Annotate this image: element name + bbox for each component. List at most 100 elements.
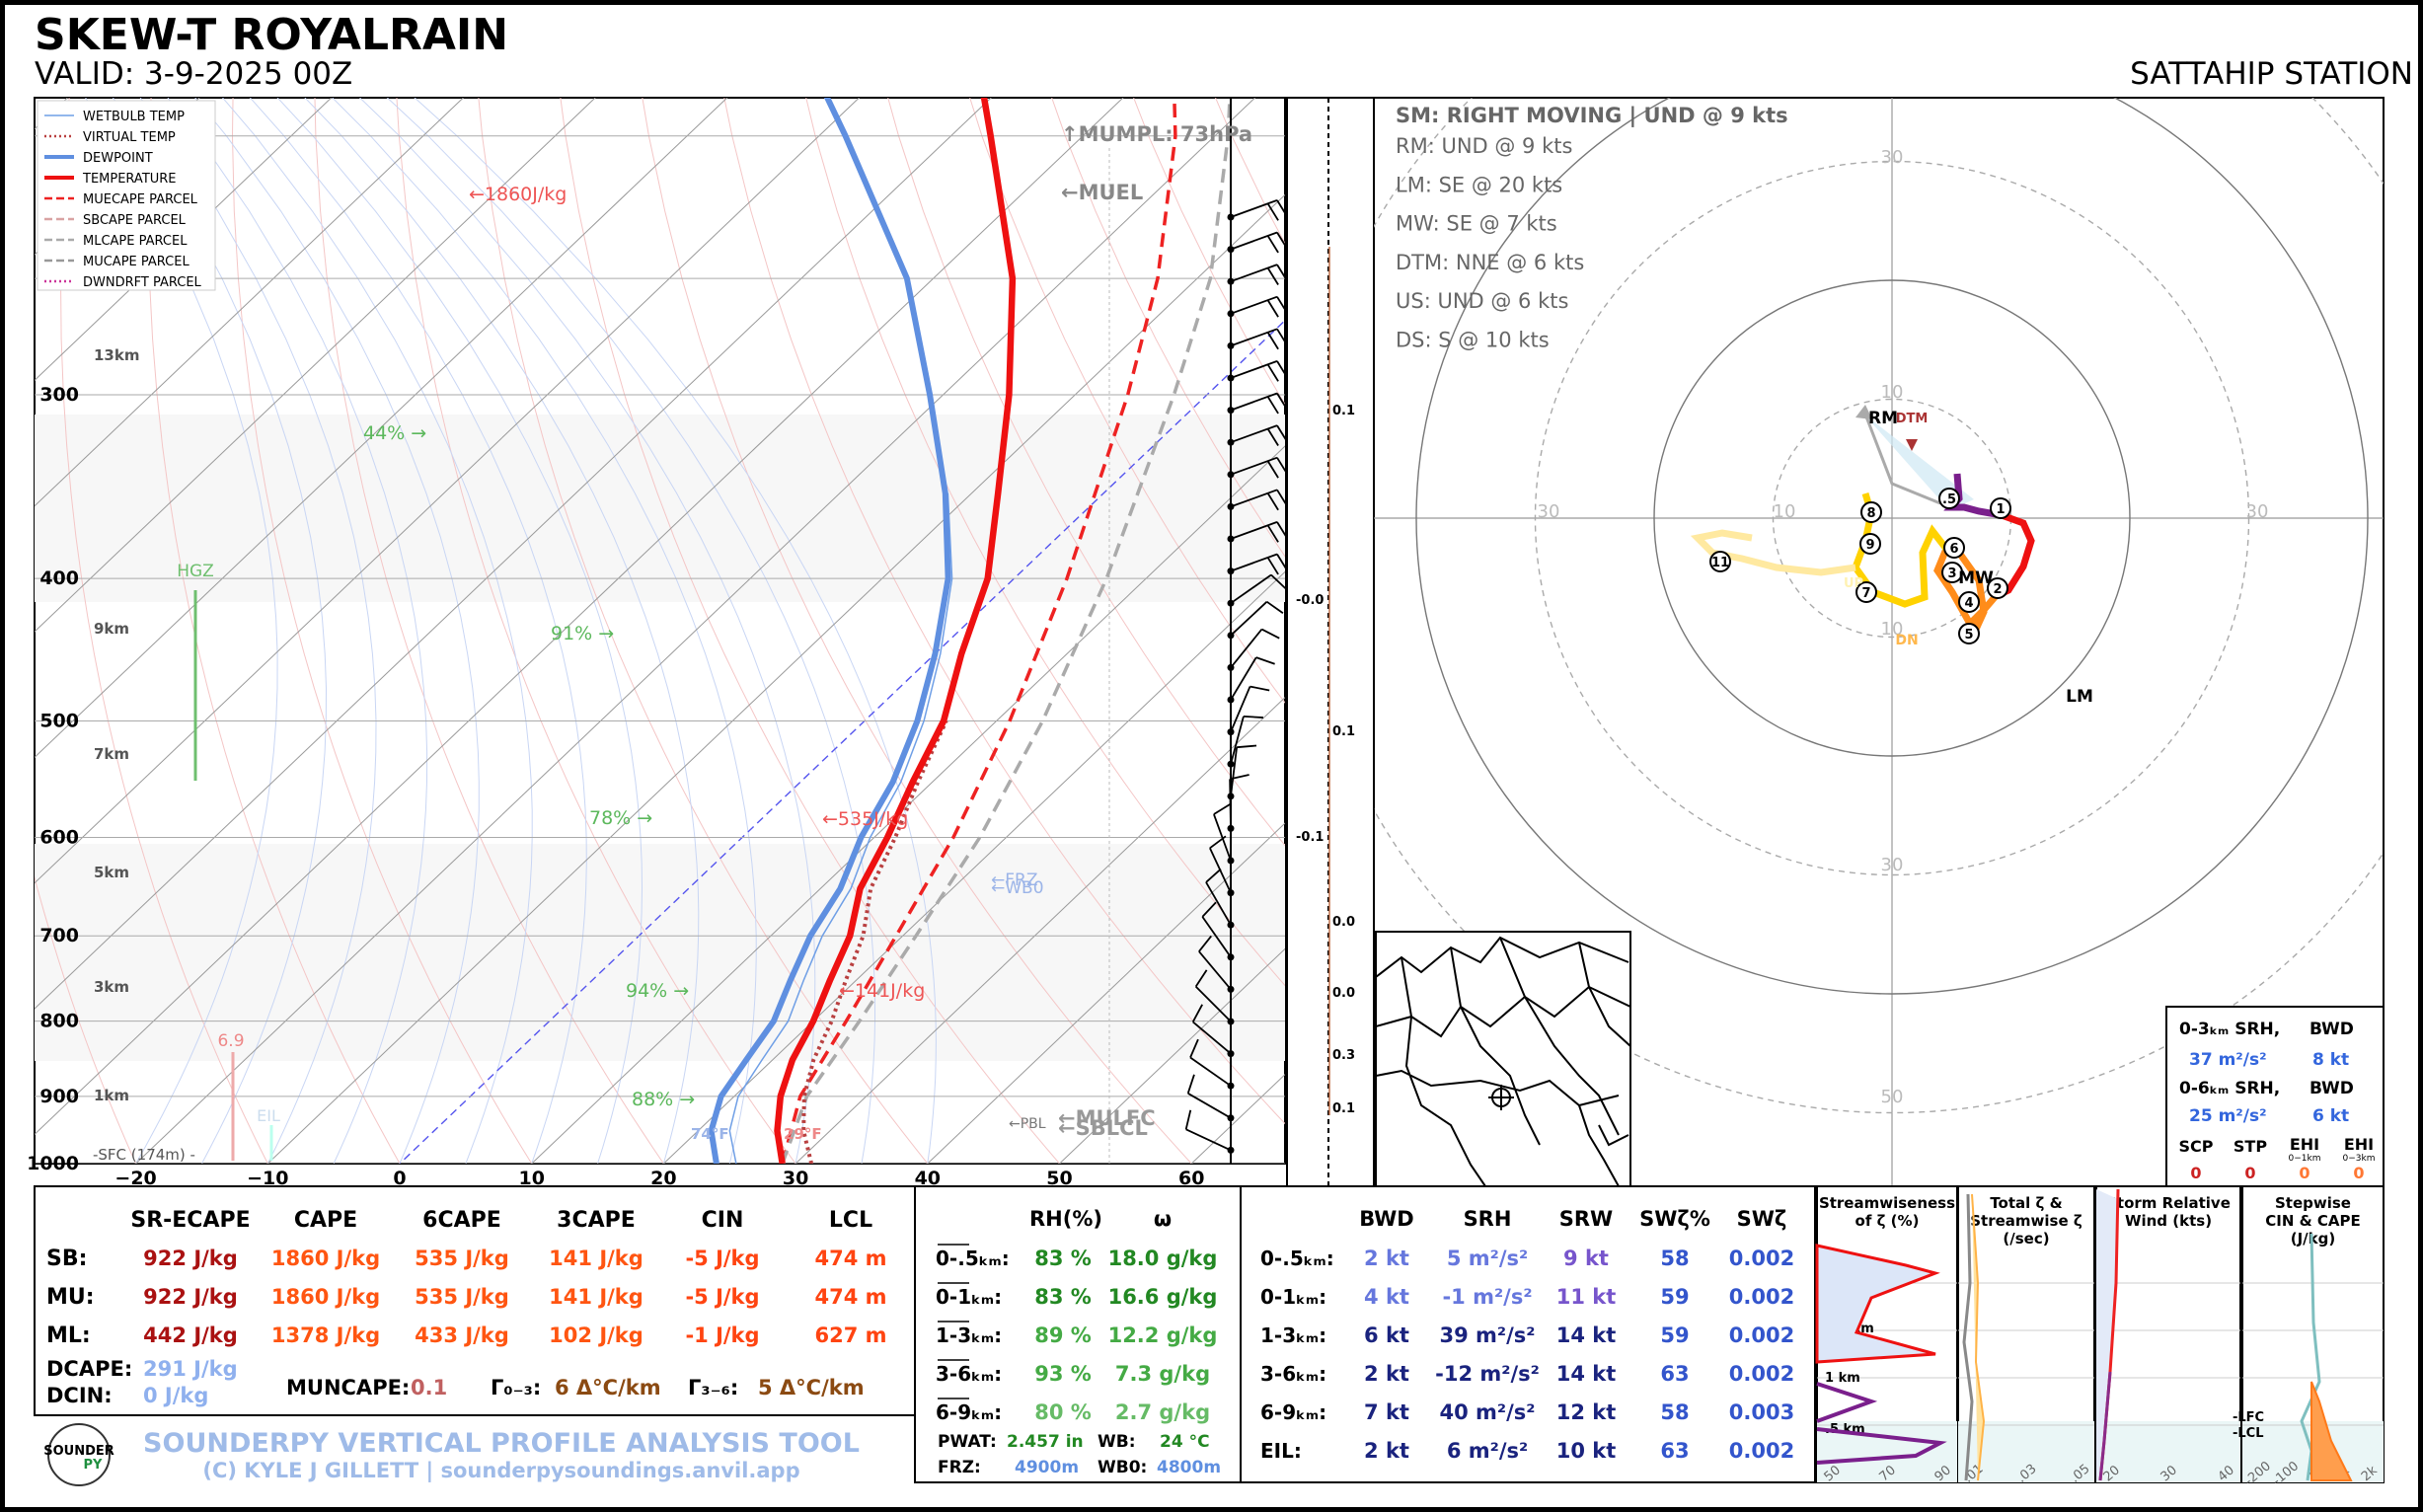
kin-cell-5-1: 6 m²/s² [1447, 1439, 1528, 1463]
hodo-ring-40 [1415, 98, 2369, 995]
kin-cell-4-2: 12 kt [1556, 1400, 1617, 1424]
cape-cell-2-2: 433 J/kg [415, 1323, 509, 1347]
storm-motion-0: RM: UND @ 9 kts [1396, 134, 1572, 158]
cape-cell-0-2: 535 J/kg [415, 1247, 509, 1270]
logo-text: SOUNDER [43, 1444, 114, 1459]
barb-shaft [1192, 1021, 1232, 1055]
cape-cell-1-3: 141 J/kg [549, 1285, 644, 1309]
rh-label-3: 78% → [589, 807, 652, 829]
barb-flag [1276, 393, 1289, 411]
sfc-label: -SFC (174m) - [93, 1146, 195, 1164]
barb-shaft [1230, 392, 1278, 412]
pwat-value: 2.457 in [1007, 1432, 1084, 1452]
legend-label-1: VIRTUAL TEMP [83, 130, 176, 145]
hodo-point-label-1: 1 [1996, 502, 2005, 517]
mini-title1: Streamwiseness [1819, 1194, 1955, 1212]
streamwise-vorticity-line [1971, 1193, 1986, 1481]
kin-cell-2-3: 59 [1660, 1323, 1689, 1347]
barb-flag [1266, 428, 1279, 447]
kin-cell-0-2: 9 kt [1563, 1247, 1609, 1270]
kin-cell-3-4: 0.002 [1729, 1362, 1794, 1386]
barb-flag [1276, 199, 1289, 218]
barb-shaft [1230, 264, 1278, 283]
dry-adiabat [396, 98, 796, 1164]
kin-cell-0-1: 5 m²/s² [1447, 1247, 1528, 1270]
pressure-tick-700: 700 [39, 925, 79, 946]
hodo-ring-label-6: 30 [1881, 855, 1904, 875]
kin-cell-3-2: 14 kt [1556, 1362, 1617, 1386]
height-label-1: 9km [94, 620, 129, 638]
hodo-point-label-8: 8 [1866, 506, 1875, 521]
height-label-5: 1km [94, 1087, 129, 1104]
logo-py: PY [84, 1458, 104, 1473]
kin-cell-0-4: 0.002 [1729, 1247, 1794, 1270]
ehi1-label: EHI [2290, 1135, 2319, 1154]
kin-header-1: SRH [1464, 1207, 1512, 1231]
hodo-segment-yellow [1852, 491, 1949, 608]
kin-cell-5-3: 63 [1660, 1439, 1689, 1463]
cape-header-1: CAPE [294, 1208, 357, 1233]
storm-motion-title: SM: RIGHT MOVING | UND @ 9 kts [1396, 104, 1788, 128]
isotherm [662, 570, 1285, 1164]
lapse-03-value: 6 Δ°C/km [555, 1376, 661, 1399]
isotherm [35, 98, 728, 759]
dry-adiabat [35, 875, 137, 1164]
barb-shaft [1230, 601, 1268, 637]
hodo-point-label-6: 6 [1949, 542, 1958, 557]
hodo-ring-50 [1374, 98, 2384, 1114]
hgz-label: HGZ [177, 562, 214, 581]
hodo-lm-label: LM [2066, 687, 2093, 707]
kin-header-3: SWζ% [1639, 1207, 1710, 1231]
wb-label: WB: [1098, 1432, 1136, 1452]
streamwise-line-purple [1816, 1382, 1947, 1465]
isotherm [530, 445, 1285, 1164]
cape-cell-1-4: -5 J/kg [685, 1285, 759, 1309]
skewt-panel: 2003004005006007008009001000 −20−1001020… [27, 97, 1289, 1189]
cape-cell-0-4: -5 J/kg [685, 1247, 759, 1270]
barb-flag [1266, 235, 1279, 254]
barb-flag [1276, 457, 1289, 476]
station-name: SATTAHIP STATION [2130, 56, 2413, 92]
pressure-tick-1000: 1000 [27, 1153, 79, 1174]
barb-flag [1276, 232, 1289, 250]
rh-value-2: 89 % [1034, 1323, 1092, 1347]
cape-cell-0-5: 474 m [814, 1247, 886, 1270]
dcape-value: 291 J/kg [143, 1357, 238, 1381]
mini-panel-shade [2096, 1421, 2240, 1482]
mini-lcl-label: -LCL [2233, 1426, 2264, 1441]
hodo-dtm-label: DTM [1896, 412, 1929, 426]
cape-header-4: CIN [702, 1208, 744, 1233]
dcape-marker: 6.9 [217, 1031, 244, 1051]
srh-06-value: 25 m²/s² [2189, 1106, 2267, 1126]
temp-tick-8: 60 [1178, 1168, 1204, 1189]
kin-cell-2-0: 6 kt [1364, 1323, 1409, 1347]
barb-shaft [1189, 1056, 1232, 1087]
barb-flag [1198, 935, 1212, 952]
barb-shaft [1230, 553, 1278, 572]
legend-label-7: MUCAPE PARCEL [83, 255, 189, 269]
rh-value-3: 93 % [1034, 1362, 1092, 1386]
w-value-3: 7.3 g/kg [1115, 1362, 1210, 1386]
rh-label-4: 94% → [626, 980, 689, 1002]
hodo-ring-label-2: 10 [1774, 501, 1796, 522]
rh-label-5: 88% → [632, 1089, 695, 1110]
isotherm [35, 98, 861, 884]
hodo-point-label-2: 2 [1993, 582, 2002, 597]
kin-header-2: SRW [1559, 1207, 1613, 1231]
isotherm-zero [398, 319, 1285, 1164]
isotherm [35, 98, 992, 1010]
hodo-point-label-7: 7 [1861, 586, 1870, 601]
cape-cell-2-4: -1 J/kg [685, 1323, 759, 1347]
cape-cell-0-1: 1860 J/kg [271, 1247, 380, 1270]
map-border-5 [1499, 937, 1620, 1136]
cape-cell-2-1: 1378 J/kg [271, 1323, 380, 1347]
hodo-ring-label-4: 30 [2246, 501, 2269, 522]
omega-label-4: 0.0 [1332, 915, 1355, 930]
barb-flag [1237, 744, 1257, 749]
kin-row-label-4: 6-9ₖₘ: [1260, 1400, 1326, 1424]
cape-label-total: ←1860J/kg [469, 184, 567, 205]
omega-label-2: 0.1 [1332, 724, 1355, 739]
legend-label-2: DEWPOINT [83, 151, 153, 166]
height-label-4: 3km [94, 978, 129, 996]
